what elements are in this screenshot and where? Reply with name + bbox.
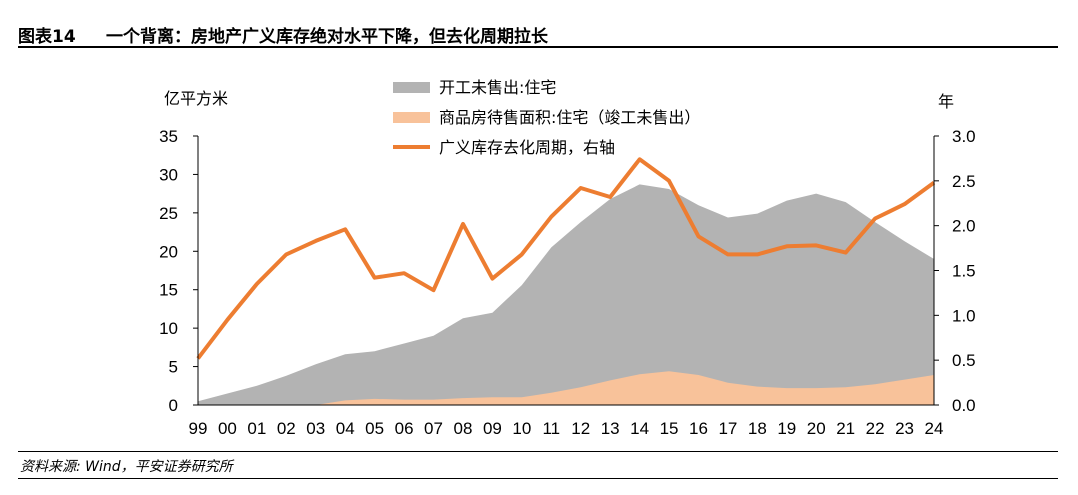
y-right-tick-label: 2.0 <box>952 217 976 236</box>
legend-swatch-for-sale <box>393 112 430 123</box>
area-series-for-sale <box>198 371 934 405</box>
x-tick-label: 15 <box>660 419 679 438</box>
area-series-unsold-started <box>198 184 934 405</box>
y-right-unit: 年 <box>938 92 954 111</box>
y-left-tick-label: 35 <box>159 127 178 146</box>
x-tick-label: 22 <box>866 419 885 438</box>
x-tick-label: 16 <box>689 419 708 438</box>
x-tick-label: 02 <box>277 419 296 438</box>
x-tick-label: 20 <box>807 419 826 438</box>
x-tick-label: 24 <box>925 419 944 438</box>
x-tick-label: 13 <box>601 419 620 438</box>
x-tick-label: 04 <box>336 419 355 438</box>
x-tick-label: 23 <box>895 419 914 438</box>
legend-label-unsold-started: 开工未售出:住宅 <box>439 78 556 97</box>
chart-title: 一个背离：房地产广义库存绝对水平下降，但去化周期拉长 <box>106 27 548 47</box>
x-tick-label: 05 <box>365 419 384 438</box>
x-tick-label: 07 <box>424 419 443 438</box>
y-right-tick-label: 0.5 <box>952 351 976 370</box>
legend-label-for-sale: 商品房待售面积:住宅（竣工未售出） <box>439 108 700 127</box>
x-tick-label: 21 <box>836 419 855 438</box>
y-left-tick-label: 25 <box>159 204 178 223</box>
x-tick-label: 12 <box>571 419 590 438</box>
y-left-tick-label: 0 <box>169 396 178 415</box>
y-right-tick-label: 2.5 <box>952 172 976 191</box>
y-right-tick-label: 3.0 <box>952 127 976 146</box>
x-tick-label: 08 <box>453 419 472 438</box>
x-tick-label: 10 <box>512 419 531 438</box>
y-left-tick-label: 15 <box>159 281 178 300</box>
x-tick-label: 17 <box>718 419 737 438</box>
x-tick-label: 11 <box>542 419 560 438</box>
x-tick-label: 14 <box>630 419 649 438</box>
y-left-tick-label: 20 <box>159 242 178 261</box>
x-tick-label: 03 <box>306 419 325 438</box>
y-left-tick-label: 5 <box>169 358 178 377</box>
x-tick-label: 01 <box>247 419 266 438</box>
x-tick-label: 06 <box>395 419 414 438</box>
x-tick-label: 99 <box>189 419 208 438</box>
x-tick-label: 09 <box>483 419 502 438</box>
source-note: 资料来源: Wind，平安证券研究所 <box>20 459 233 475</box>
x-tick-label: 00 <box>218 419 237 438</box>
x-tick-label: 19 <box>777 419 796 438</box>
y-right-tick-label: 0.0 <box>952 396 976 415</box>
y-left-tick-label: 30 <box>159 165 178 184</box>
y-right-tick-label: 1.5 <box>952 262 976 281</box>
x-tick-label: 18 <box>748 419 767 438</box>
legend-label-destock-cycle: 广义库存去化周期，右轴 <box>439 138 615 157</box>
figure-number: 图表14 <box>18 27 76 47</box>
y-left-tick-label: 10 <box>159 319 178 338</box>
y-left-unit: 亿平方米 <box>164 89 228 108</box>
line-series-destock-cycle <box>196 157 936 360</box>
source-divider <box>18 451 1058 452</box>
bottom-divider <box>18 478 1058 479</box>
legend-swatch-unsold-started <box>393 82 430 93</box>
y-right-tick-label: 1.0 <box>952 306 976 325</box>
title-bar: 图表14 一个背离：房地产广义库存绝对水平下降，但去化周期拉长 <box>18 20 1058 48</box>
